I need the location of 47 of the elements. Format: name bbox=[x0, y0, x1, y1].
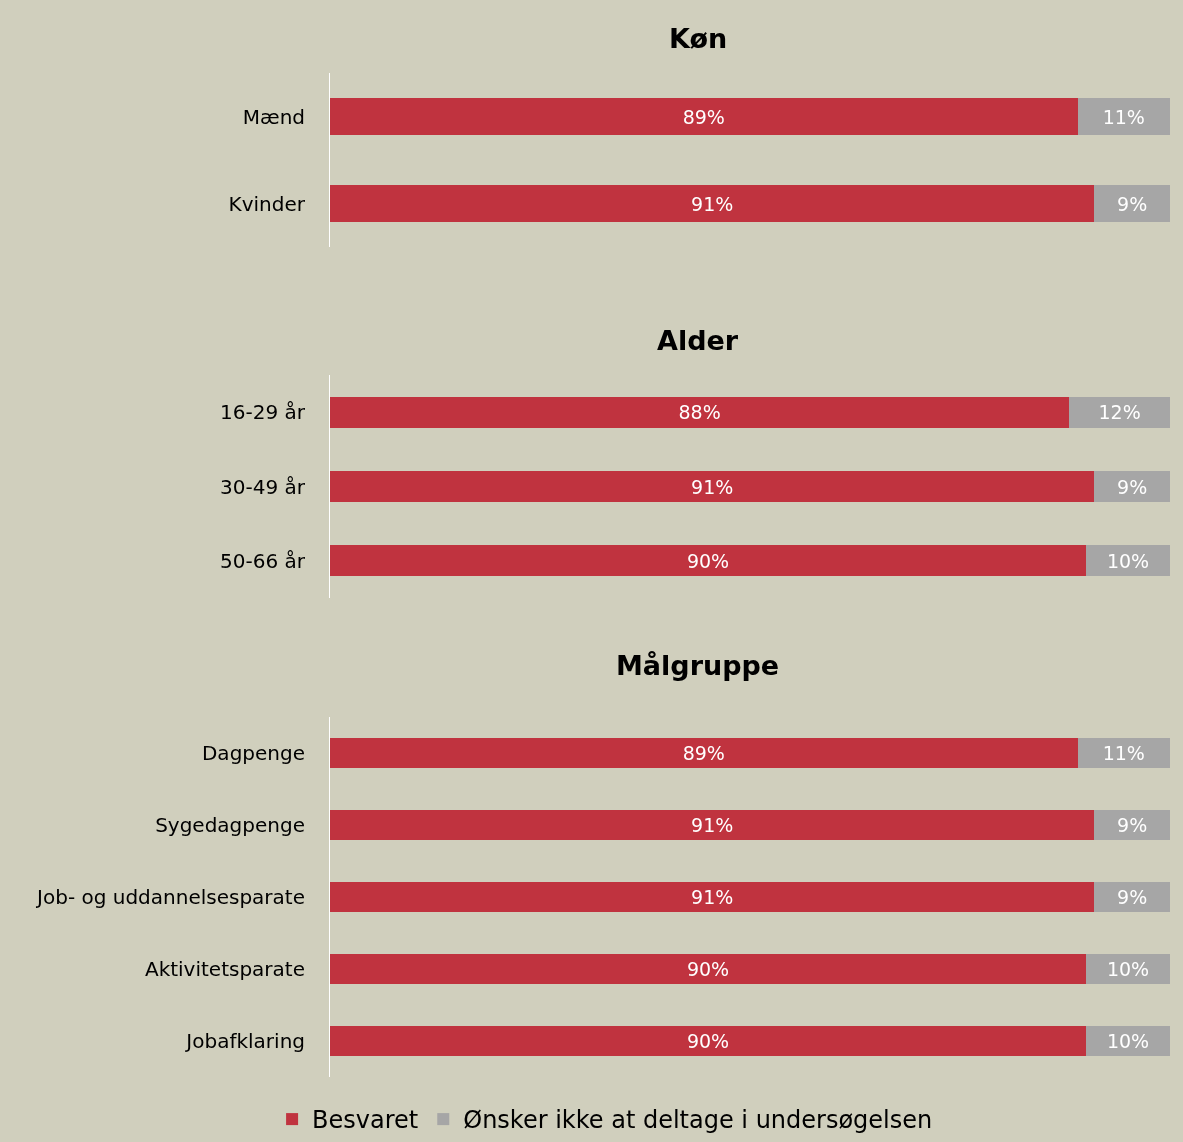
y-tick-label: Jobafklaring bbox=[184, 1029, 305, 1053]
data-label: 11% bbox=[1102, 742, 1145, 764]
data-label: 91% bbox=[691, 886, 734, 908]
data-label: 9% bbox=[1117, 192, 1148, 215]
chart-title: Alder bbox=[657, 325, 739, 356]
bar bbox=[1094, 470, 1170, 503]
data-label: 88% bbox=[678, 401, 721, 424]
bar bbox=[330, 1025, 1086, 1057]
y-tick-label: 16-29 år bbox=[220, 400, 306, 425]
data-label: 91% bbox=[691, 192, 734, 215]
y-tick-label: 50-66 år bbox=[220, 548, 306, 573]
bar bbox=[1094, 809, 1170, 841]
bar bbox=[1094, 881, 1170, 913]
data-label: 10% bbox=[1106, 549, 1150, 572]
data-label: 9% bbox=[1117, 475, 1148, 498]
bar bbox=[330, 396, 1070, 428]
y-tick-label: Aktivitetsparate bbox=[144, 957, 305, 981]
data-label: 9% bbox=[1117, 814, 1148, 836]
y-tick-label: Mænd bbox=[242, 104, 305, 129]
data-label: 90% bbox=[686, 1030, 730, 1052]
bar bbox=[330, 881, 1095, 913]
y-tick-label: 30-49 år bbox=[220, 474, 306, 499]
bar bbox=[330, 545, 1086, 577]
data-label: 89% bbox=[682, 742, 725, 764]
chart-title: Målgruppe bbox=[616, 650, 780, 681]
data-label: 11% bbox=[1102, 105, 1145, 128]
legend-label: Ønsker ikke at deltage i undersøgelsen bbox=[463, 1106, 933, 1135]
bar bbox=[330, 470, 1095, 503]
bar bbox=[330, 953, 1086, 985]
y-tick-label: Dagpenge bbox=[201, 741, 305, 765]
bar bbox=[330, 809, 1095, 841]
data-label: 89% bbox=[682, 105, 725, 128]
data-label: 10% bbox=[1106, 958, 1150, 980]
bar bbox=[1069, 396, 1170, 428]
y-tick-label: Kvinder bbox=[228, 191, 306, 216]
data-label: 12% bbox=[1098, 401, 1141, 424]
y-tick-label: Sygedagpenge bbox=[155, 813, 305, 837]
chart-title: Køn bbox=[669, 23, 728, 54]
data-label: 91% bbox=[691, 814, 734, 836]
legend-label: Besvaret bbox=[312, 1106, 419, 1135]
data-label: 9% bbox=[1117, 886, 1148, 908]
bar bbox=[330, 737, 1078, 769]
y-tick-label: Job- og uddannelsesparate bbox=[35, 885, 305, 909]
data-label: 90% bbox=[686, 958, 730, 980]
data-label: 91% bbox=[691, 475, 734, 498]
data-label: 90% bbox=[686, 549, 730, 572]
data-label: 10% bbox=[1106, 1030, 1150, 1052]
